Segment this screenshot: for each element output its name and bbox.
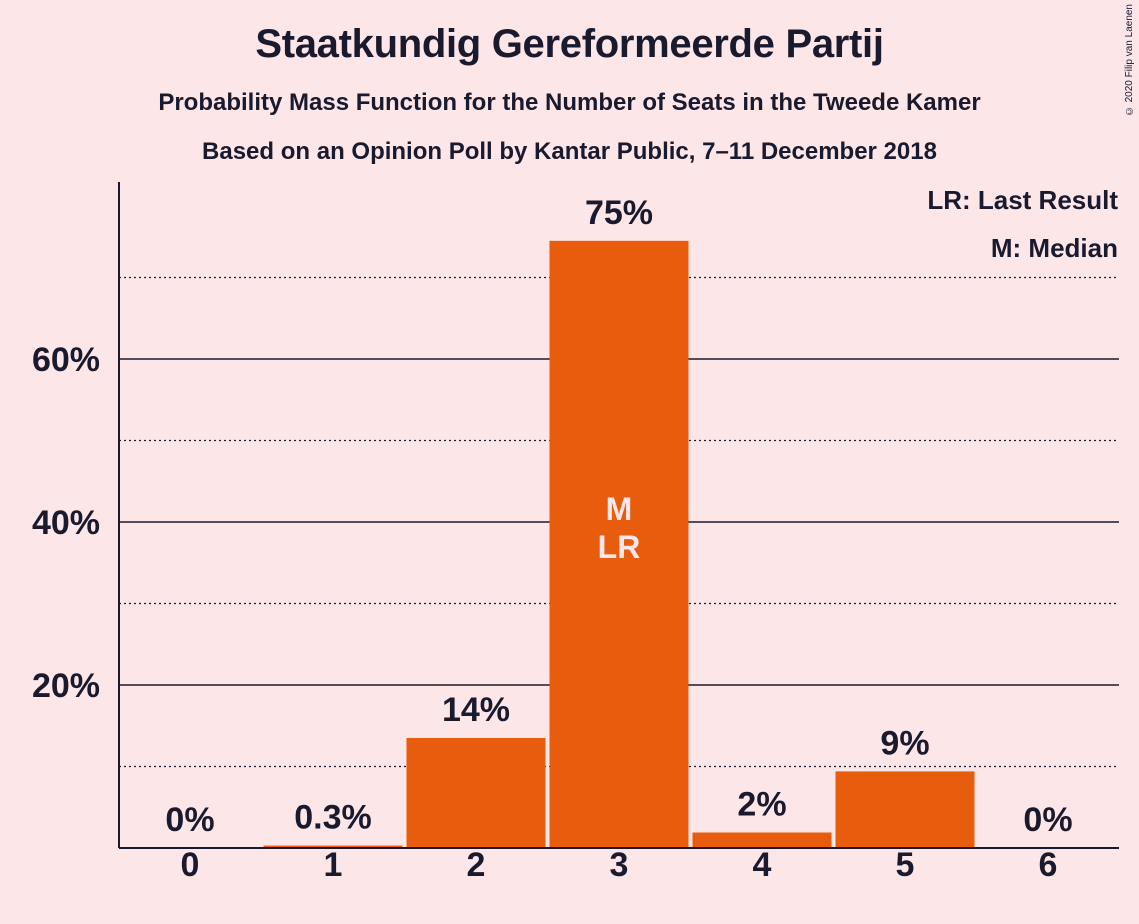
- x-tick-label: 5: [896, 846, 915, 884]
- y-tick-label: 60%: [32, 341, 100, 379]
- bar: [692, 832, 832, 848]
- x-tick-label: 3: [610, 846, 629, 884]
- data-label: 75%: [585, 194, 653, 232]
- bar: [406, 737, 546, 848]
- legend-entry: M: Median: [991, 233, 1118, 263]
- data-label: 0%: [1023, 801, 1072, 839]
- data-label: 9%: [880, 724, 929, 762]
- data-label: 0.3%: [294, 799, 372, 837]
- x-tick-label: 0: [181, 846, 200, 884]
- x-tick-label: 4: [753, 846, 772, 884]
- data-label: 0%: [165, 801, 214, 839]
- x-tick-label: 2: [467, 846, 486, 884]
- data-label: 2%: [737, 786, 786, 824]
- y-tick-label: 40%: [32, 504, 100, 542]
- bar: [263, 845, 403, 848]
- y-tick-label: 20%: [32, 667, 100, 705]
- x-tick-label: 6: [1039, 846, 1058, 884]
- bar: [835, 771, 975, 848]
- bar-annotation: M: [606, 491, 633, 527]
- data-label: 14%: [442, 691, 510, 729]
- chart-subtitle: Probability Mass Function for the Number…: [158, 89, 981, 116]
- x-tick-label: 1: [324, 846, 343, 884]
- bar-annotation: LR: [598, 529, 641, 565]
- bar: [549, 240, 689, 848]
- chart-title: Staatkundig Gereformeerde Partij: [255, 22, 884, 66]
- chart-subtitle-source: Based on an Opinion Poll by Kantar Publi…: [202, 138, 937, 165]
- legend-entry: LR: Last Result: [927, 185, 1118, 215]
